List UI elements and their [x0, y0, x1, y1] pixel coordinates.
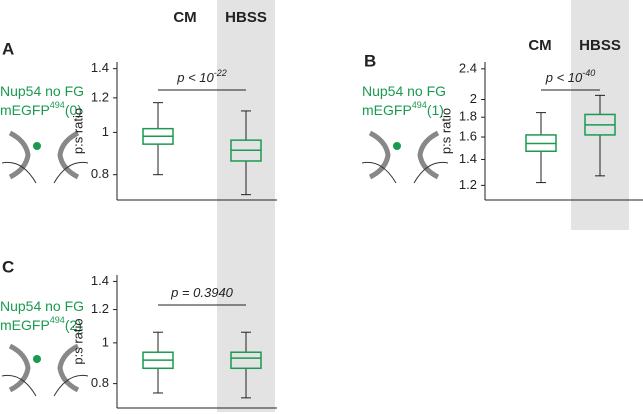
box: [230, 351, 262, 370]
pore-icon: [1, 130, 89, 184]
green-dot: [33, 142, 41, 150]
y-tick-label: 1.2: [459, 177, 477, 192]
label-tail: (2): [65, 317, 82, 333]
y-axis-label: p:s ratio: [70, 318, 85, 364]
label-text: Nup54 no FG: [362, 83, 446, 99]
p-text: p < 10: [545, 70, 583, 85]
y-tick-label: 1.8: [459, 109, 477, 124]
y-tick-label: 1: [102, 124, 109, 139]
panel-letter: C: [2, 257, 14, 276]
pore-wall: [8, 343, 31, 393]
condition-label: mEGFP494(1): [362, 100, 444, 117]
category-header: CM: [173, 9, 196, 26]
p-exponent: -40: [582, 68, 595, 78]
shading-layer: [217, 0, 629, 412]
label-sup: 494: [412, 100, 427, 110]
p-value: p < 10-40: [545, 68, 596, 85]
membrane: [1, 161, 37, 184]
y-tick-label: 1.4: [91, 273, 109, 288]
y-tick-label: 2: [470, 91, 477, 106]
y-axis-label: p:s ratio: [438, 108, 453, 154]
condition-label: Nup54 no FG: [0, 83, 84, 99]
label-text: Nup54 no FG: [0, 298, 84, 314]
label-tail: (0): [65, 102, 82, 118]
y-tick-label: 1.2: [91, 301, 109, 316]
label-sup: 494: [50, 315, 65, 325]
membrane: [53, 374, 89, 397]
label-text: Nup54 no FG: [0, 83, 84, 99]
condition-label: mEGFP494(2): [0, 315, 82, 332]
panel-letter: B: [364, 51, 376, 70]
membrane: [1, 374, 37, 397]
y-tick-label: 1.6: [459, 128, 477, 143]
label-tail: (1): [427, 102, 444, 118]
p-exponent: -22: [214, 68, 227, 78]
p-text: p < 10: [176, 70, 214, 85]
y-tick-label: 1.4: [459, 151, 477, 166]
condition-label: Nup54 no FG: [362, 83, 446, 99]
pore-wall: [368, 130, 391, 180]
green-dot: [393, 142, 401, 150]
pore-wall: [8, 130, 31, 180]
y-axis-label: p:s ratio: [70, 108, 85, 154]
y-tick-label: 0.8: [91, 166, 109, 181]
pore-wall: [417, 130, 440, 180]
membrane: [53, 161, 89, 184]
label-sup: 494: [50, 100, 65, 110]
membrane: [413, 161, 449, 184]
y-tick-label: 1.4: [91, 60, 109, 75]
p-value: p = 0.3940: [170, 285, 234, 300]
pore-icon: [1, 343, 89, 397]
y-tick-label: 2.4: [459, 60, 477, 75]
y-tick-label: 1.2: [91, 89, 109, 104]
condition-label: Nup54 no FG: [0, 298, 84, 314]
pore-wall: [57, 343, 80, 393]
condition-label: mEGFP494(0): [0, 100, 82, 117]
membrane: [361, 161, 397, 184]
y-tick-label: 1: [102, 334, 109, 349]
category-header: HBSS: [225, 9, 267, 26]
p-text: p = 0.3940: [170, 285, 234, 300]
category-header: HBSS: [579, 37, 621, 54]
label-text: mEGFP: [0, 317, 50, 333]
pore-icons: [1, 130, 449, 397]
panel-letter: A: [2, 39, 14, 58]
pore-icon: [361, 130, 449, 184]
y-tick-label: 0.8: [91, 375, 109, 390]
category-header: CM: [528, 37, 551, 54]
label-text: mEGFP: [0, 102, 50, 118]
pore-wall: [57, 130, 80, 180]
green-dot: [33, 355, 41, 363]
p-value: p < 10-22: [176, 68, 227, 85]
label-text: mEGFP: [362, 102, 412, 118]
